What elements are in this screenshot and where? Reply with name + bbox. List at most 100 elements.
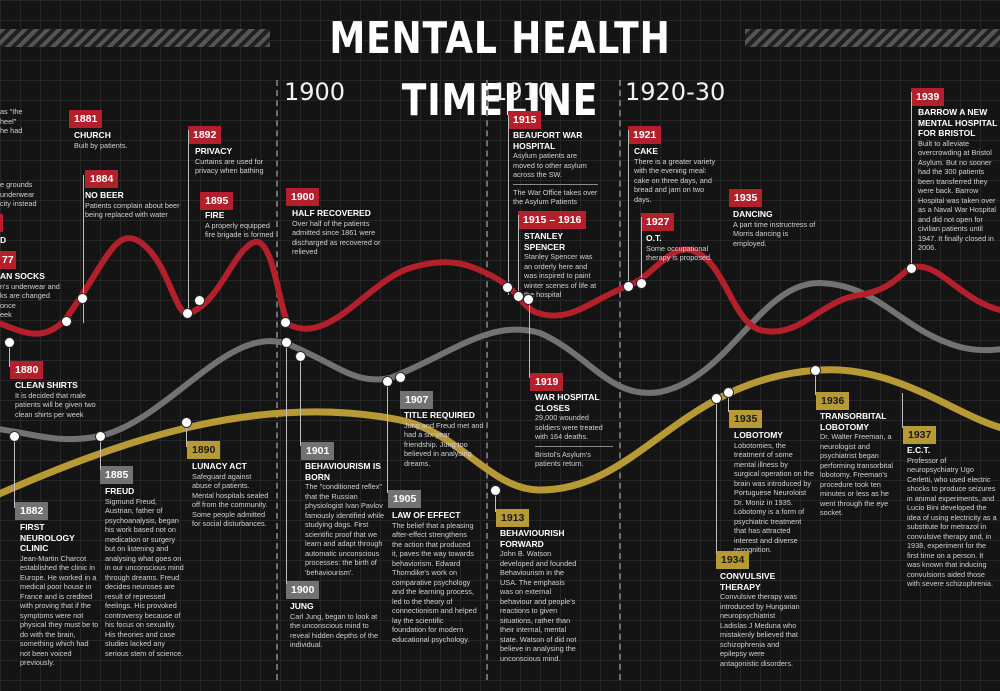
marker-dot [182,418,191,427]
year-1919: 1919 [530,373,564,391]
year-1881: 1881 [69,110,103,128]
header-stripe-right [745,29,1000,47]
marker-dot [524,295,533,304]
year-1927: 1927 [641,213,675,231]
connector-1934 [716,398,717,553]
connector-1915 [508,115,509,295]
year-1935-dancing: 1935 [729,189,763,207]
marker-dot [5,338,14,347]
year-1915-1916: 1915 – 1916 [518,211,587,229]
partial-year-box-77: 77 [0,251,16,269]
year-1937: 1937 [903,426,937,444]
marker-dot [383,377,392,386]
marker-dot [624,282,633,291]
event-1895: FIRE A properly equipped fire brigade is… [205,210,274,239]
year-1936: 1936 [816,392,850,410]
event-transorbital-lobotomy: TRANSORBITAL LOBOTOMY Dr. Walter Freeman… [820,411,894,517]
marker-dot [907,264,916,273]
connector-1913 [495,490,496,512]
event-behaviourism-born: BEHAVIOURISM IS BORN The "conditioned re… [305,461,385,577]
era-divider-1900 [276,80,278,680]
event-war-hospital-closes: WAR HOSPITAL CLOSES 29,000 wounded soldi… [535,392,613,469]
event-convulsive-therapy: CONVULSIVE THERAPY Convulsive therapy wa… [720,571,800,668]
connector-1939 [911,92,912,267]
event-cake: CAKE There is a greater variety with the… [634,146,716,204]
year-1915: 1915 [508,111,542,129]
year-1895: 1895 [200,192,234,210]
wave-gold [0,366,1000,498]
connector-1921 [628,130,629,287]
connector-1890 [186,422,187,447]
event-1892: PRIVACY Curtains are used for privacy wh… [195,146,264,175]
year-1901: 1901 [301,442,335,460]
marker-dot [282,338,291,347]
header-stripe-left [0,29,270,47]
marker-dot [78,294,87,303]
era-divider-1910 [486,80,488,680]
event-lobotomy: LOBOTOMY Lobotomies, the treatment of so… [734,430,814,554]
year-1890: 1890 [187,441,221,459]
era-divider-1920 [619,80,621,680]
event-stanley-spencer: STANLEY SPENCER Stanley Spencer was an o… [524,231,597,299]
year-1880: 1880 [10,361,44,379]
marker-dot [183,309,192,318]
event-law-of-effect: LAW OF EFFECT The belief that a pleasing… [392,510,477,644]
marker-dot [62,317,71,326]
event-1884: NO BEER Patients complain about beer bei… [85,190,180,219]
year-1884: 1884 [85,170,119,188]
year-1934: 1934 [716,551,750,569]
event-dancing: DANCING A part time instructress of Morr… [733,209,816,248]
connector-1935-lobotomy [728,392,729,412]
event-half-recovered: HALF RECOVERED Over half of the patients… [292,208,381,256]
year-1921: 1921 [628,126,662,144]
event-behaviourish-forward: BEHAVIOURISH FORWARD John B. Watson deve… [500,528,577,663]
wave-red [0,235,1000,337]
partial-event-left-2: e grounds underwear city instead [0,180,37,208]
marker-dot [637,279,646,288]
marker-dot [712,394,721,403]
marker-dot [10,432,19,441]
marker-dot [811,366,820,375]
year-1892: 1892 [188,126,222,144]
year-1882: 1882 [15,502,49,520]
connector-1884 [83,175,84,323]
event-title-required: TITLE REQUIRED Jung and Freud met and ha… [404,410,484,468]
event-barrow: BARROW A NEW MENTAL HOSPITAL FOR BRISTOL… [918,107,998,252]
wave-gray [0,279,1000,443]
event-clean-shirts: CLEAN SHIRTS It is decided that male pat… [15,380,96,419]
connector-1901 [300,356,301,446]
partial-year-box [0,214,3,232]
connector-1885 [100,438,101,470]
connector-1900-jung [286,342,287,584]
marker-dot [396,373,405,382]
event-beaufort-war-hospital: BEAUFORT WAR HOSPITAL Asylum patients ar… [513,130,598,206]
connector-1905 [387,383,388,493]
marker-dot [96,432,105,441]
marker-dot [514,292,523,301]
event-first-neurology-clinic: FIRST NEUROLOGY CLINIC Jean-Martin Charc… [20,522,99,667]
marker-dot [491,486,500,495]
connector-1937 [902,393,903,428]
year-1885: 1885 [100,466,134,484]
partial-event-left-4: AN SOCKS n's underwear and ks are change… [0,271,60,319]
connector-1916 [518,215,519,300]
connector-1919 [529,300,530,378]
partial-event-left-3: D [0,235,7,245]
year-1935-lobotomy: 1935 [729,410,763,428]
marker-dot [195,296,204,305]
connector-1882 [14,438,15,508]
event-freud: FREUD Sigmund Freud, Austrian, father of… [105,486,184,658]
year-1900-jung: 1900 [286,581,320,599]
era-header-1920-30: 1920-30 [625,78,726,106]
era-header-1900: 1900 [284,78,346,106]
era-header-1910: 1910 [492,78,554,106]
marker-dot [503,283,512,292]
partial-event-left-1: as "the heel" he had [0,107,23,135]
event-ect: E.C.T. Professor of neuropsychiatry Ugo … [907,445,997,588]
year-1907: 1907 [400,391,434,409]
marker-dot [281,318,290,327]
marker-dot [296,352,305,361]
event-ot: O.T. Some occupational therapy is propos… [646,233,713,262]
